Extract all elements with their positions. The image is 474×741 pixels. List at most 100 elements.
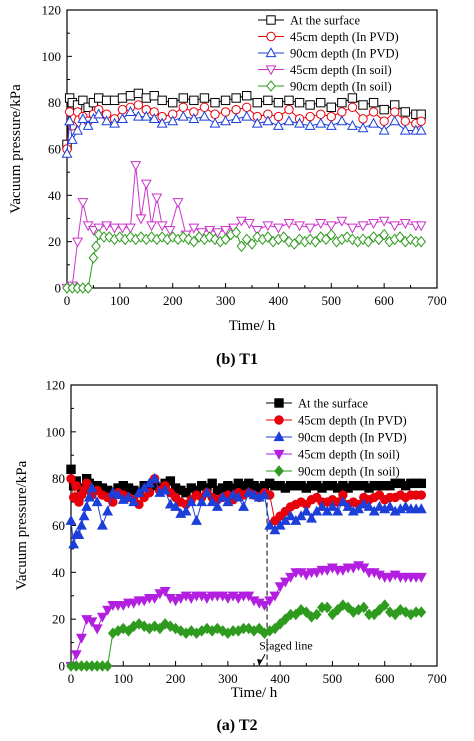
data-point bbox=[136, 231, 146, 243]
data-point bbox=[82, 119, 94, 130]
data-point bbox=[326, 102, 336, 112]
data-point bbox=[289, 238, 300, 250]
legend-marker bbox=[265, 47, 277, 58]
data-point bbox=[294, 117, 306, 128]
y-tick-label: 40 bbox=[52, 565, 65, 580]
data-point bbox=[342, 500, 354, 511]
data-point bbox=[102, 660, 113, 672]
legend-label: At the surface bbox=[298, 397, 369, 411]
legend-label: 45cm depth (In soil) bbox=[298, 448, 400, 462]
data-point bbox=[379, 599, 390, 611]
data-point bbox=[124, 223, 136, 234]
data-point bbox=[243, 486, 255, 497]
series-4 bbox=[61, 161, 427, 294]
data-point bbox=[363, 235, 374, 248]
data-point bbox=[337, 107, 347, 117]
data-point bbox=[172, 198, 184, 209]
data-point bbox=[220, 233, 231, 246]
staged-line-label: Staged line bbox=[259, 639, 313, 653]
data-point bbox=[72, 124, 84, 135]
data-point bbox=[374, 233, 384, 246]
x-tick-label: 0 bbox=[68, 671, 75, 686]
data-point bbox=[65, 514, 77, 525]
data-point bbox=[270, 622, 280, 635]
figure-caption: (a) T2 bbox=[216, 717, 257, 734]
data-point bbox=[112, 489, 124, 500]
x-tick-label: 400 bbox=[269, 293, 289, 308]
data-point bbox=[140, 110, 152, 121]
x-axis-label: Time/ h bbox=[229, 318, 276, 334]
y-tick-label: 100 bbox=[42, 49, 62, 64]
data-point bbox=[157, 95, 167, 106]
data-point bbox=[379, 104, 389, 115]
data-point bbox=[262, 221, 274, 232]
legend-marker bbox=[273, 431, 285, 442]
data-point bbox=[254, 622, 265, 635]
data-point bbox=[390, 608, 401, 621]
data-point bbox=[73, 529, 85, 539]
data-point bbox=[94, 93, 104, 103]
data-point bbox=[273, 111, 284, 122]
data-point bbox=[68, 538, 80, 549]
x-tick-label: 500 bbox=[322, 293, 342, 308]
data-point bbox=[83, 491, 95, 502]
data-point bbox=[194, 231, 204, 243]
data-point bbox=[369, 608, 380, 621]
data-point bbox=[358, 498, 370, 509]
data-point bbox=[416, 116, 426, 126]
y-tick-label: 100 bbox=[46, 424, 66, 439]
data-point bbox=[86, 617, 98, 628]
data-point bbox=[87, 225, 99, 236]
data-point bbox=[186, 625, 197, 637]
data-point bbox=[384, 500, 396, 511]
legend-marker bbox=[274, 398, 284, 408]
data-point bbox=[159, 484, 171, 495]
data-point bbox=[400, 500, 412, 511]
x-tick-label: 100 bbox=[110, 293, 130, 308]
data-point bbox=[91, 496, 103, 507]
data-point bbox=[241, 110, 253, 121]
chart-panel-2: 0 100 200 300 400 500 600 700 0 20 40 60 80 100 120 Tim… bbox=[14, 378, 447, 735]
data-point bbox=[189, 235, 199, 248]
data-point bbox=[72, 237, 84, 248]
x-tick-label: 300 bbox=[218, 671, 238, 686]
data-point bbox=[358, 100, 368, 110]
data-point bbox=[326, 500, 338, 511]
data-point bbox=[66, 133, 78, 144]
y-tick-label: 80 bbox=[48, 95, 61, 110]
data-point bbox=[238, 500, 249, 511]
data-point bbox=[264, 596, 276, 607]
legend-label: At the surface bbox=[290, 14, 361, 28]
data-point bbox=[272, 223, 284, 234]
data-point bbox=[210, 109, 220, 119]
data-point bbox=[325, 221, 337, 232]
arrow-head bbox=[257, 659, 263, 666]
data-point bbox=[389, 115, 401, 126]
series-5 bbox=[66, 599, 427, 672]
data-point bbox=[368, 107, 379, 117]
data-point bbox=[358, 601, 369, 614]
data-point bbox=[124, 106, 136, 117]
data-point bbox=[347, 93, 358, 103]
data-point bbox=[185, 496, 197, 507]
data-point bbox=[347, 563, 359, 574]
data-point bbox=[204, 225, 216, 236]
x-tick-label: 700 bbox=[427, 293, 447, 308]
data-point bbox=[201, 593, 213, 604]
data-point bbox=[115, 231, 125, 243]
data-point bbox=[379, 228, 389, 241]
data-point bbox=[149, 91, 159, 101]
data-point bbox=[321, 565, 333, 576]
legend-label: 45cm depth (In PVD) bbox=[290, 30, 399, 44]
figure-caption: (b) T1 bbox=[216, 351, 258, 368]
data-point bbox=[209, 117, 221, 128]
data-point bbox=[101, 115, 113, 126]
data-point bbox=[416, 478, 427, 489]
data-point bbox=[321, 233, 331, 246]
data-point bbox=[378, 124, 390, 135]
y-axis-label: Vacuum pressure/kPa bbox=[8, 84, 24, 214]
data-point bbox=[357, 221, 369, 232]
data-point bbox=[222, 496, 234, 507]
data-point bbox=[107, 486, 119, 497]
data-point bbox=[104, 231, 115, 243]
